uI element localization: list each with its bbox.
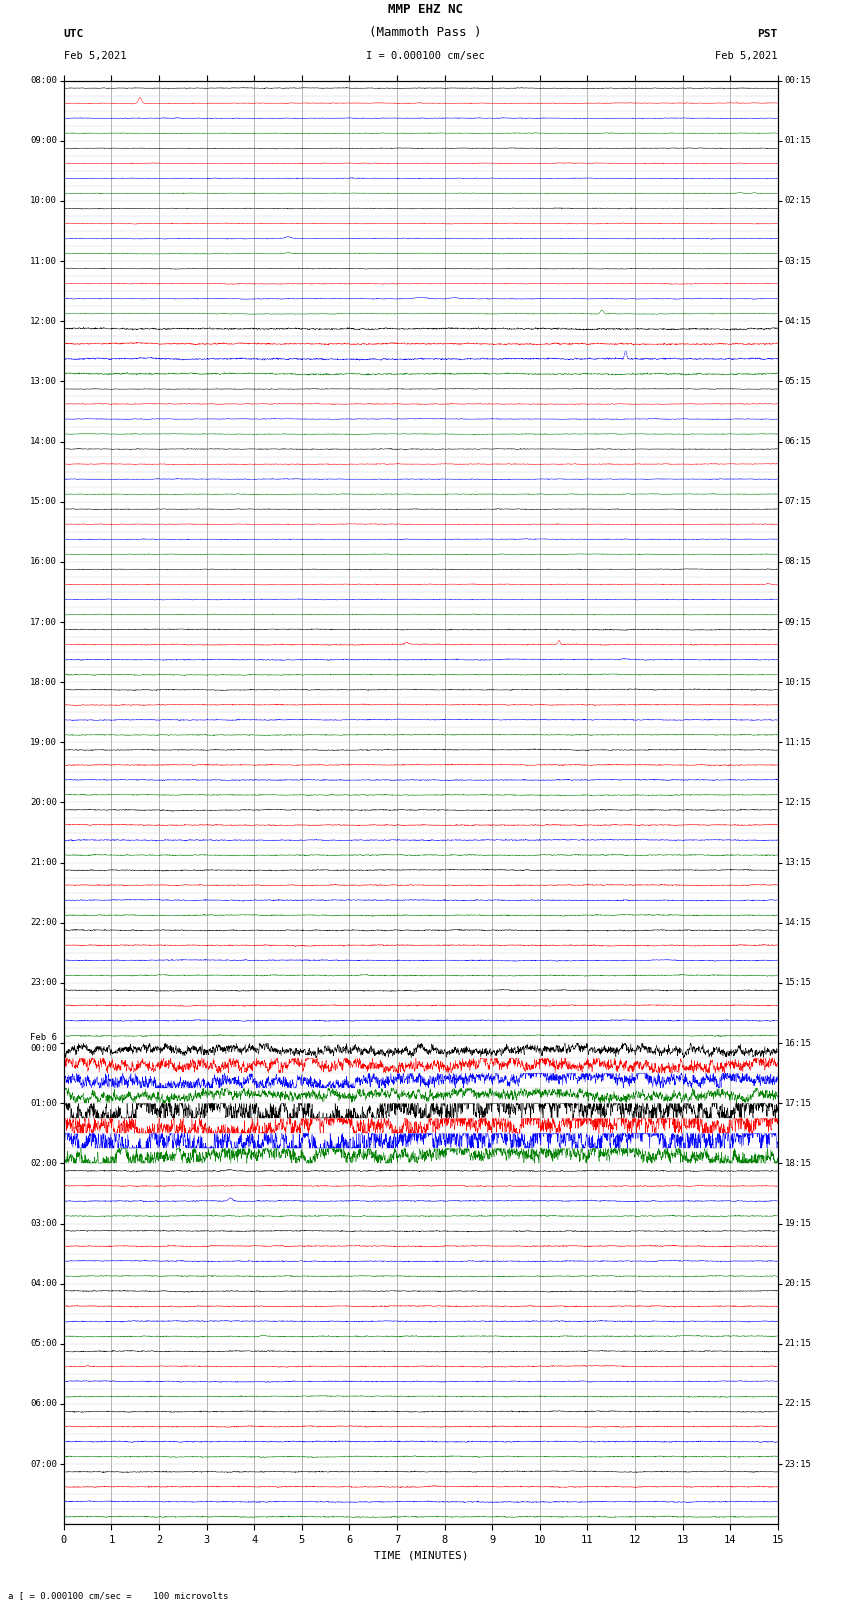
Text: PST: PST [757,29,778,39]
X-axis label: TIME (MINUTES): TIME (MINUTES) [373,1550,468,1560]
Text: UTC: UTC [64,29,84,39]
Text: MMP EHZ NC: MMP EHZ NC [388,3,462,16]
Text: a [ = 0.000100 cm/sec =    100 microvolts: a [ = 0.000100 cm/sec = 100 microvolts [8,1590,229,1600]
Text: I = 0.000100 cm/sec: I = 0.000100 cm/sec [366,52,484,61]
Text: (Mammoth Pass ): (Mammoth Pass ) [369,26,481,39]
Text: Feb 5,2021: Feb 5,2021 [715,52,778,61]
Text: Feb 5,2021: Feb 5,2021 [64,52,127,61]
